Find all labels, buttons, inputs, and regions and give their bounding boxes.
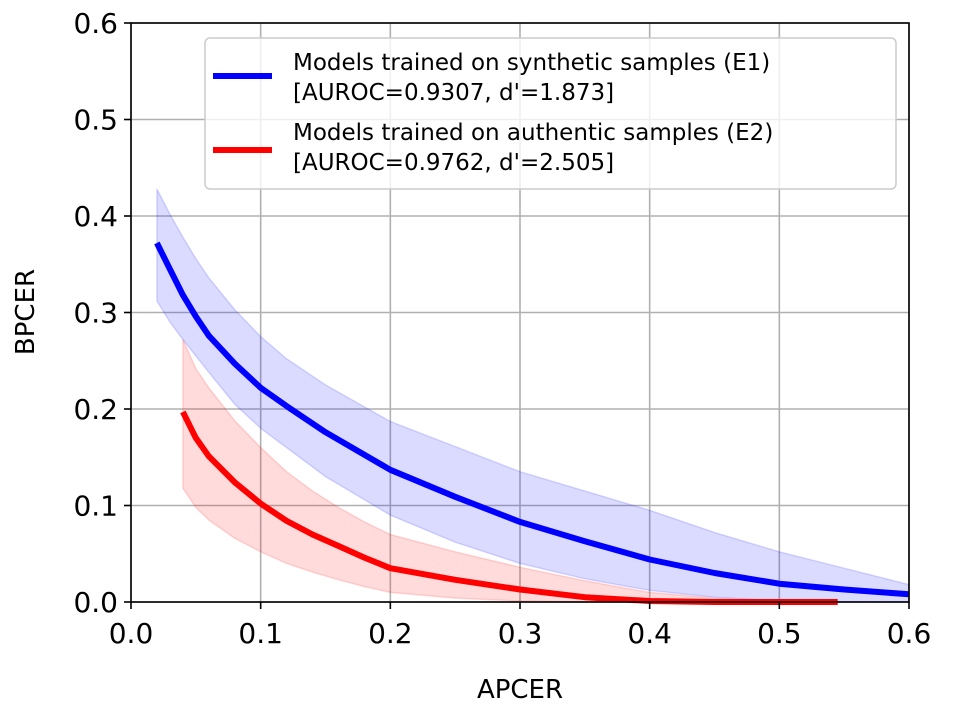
x-tick-label: 0.4 <box>627 617 672 650</box>
y-tick-label: 0.1 <box>73 490 118 523</box>
y-tick-label: 0.4 <box>73 200 118 233</box>
legend-label-authentic: Models trained on authentic samples (E2) <box>293 120 773 146</box>
y-tick-label: 0.0 <box>73 586 118 619</box>
x-tick-label: 0.3 <box>498 617 543 650</box>
x-tick-label: 0.5 <box>757 617 802 650</box>
line-synthetic <box>154 241 910 598</box>
legend-stats-authentic: [AUROC=0.9762, d'=2.505] <box>293 150 614 176</box>
y-tick-label: 0.3 <box>73 297 118 330</box>
y-tick-label: 0.2 <box>73 393 118 426</box>
y-tick-label: 0.6 <box>73 7 118 40</box>
x-tick-label: 0.1 <box>238 617 283 650</box>
x-tick-label: 0.2 <box>368 617 413 650</box>
ticks: 0.0 0.1 0.2 0.3 0.4 0.5 0.6 0.0 0.1 0.2 0.3 0.4 0.5 0… <box>73 7 931 650</box>
legend-label-synthetic: Models trained on synthetic samples (E1) <box>293 50 770 76</box>
legend: Models trained on synthetic samples (E1)… <box>204 37 897 190</box>
y-axis-label: BPCER <box>11 269 41 355</box>
y-tick-label: 0.5 <box>73 104 118 137</box>
legend-stats-synthetic: [AUROC=0.9307, d'=1.873] <box>293 80 614 106</box>
legend-box <box>204 37 897 190</box>
x-tick-label: 0.6 <box>887 617 932 650</box>
x-tick-label: 0.0 <box>109 617 154 650</box>
x-axis-label: APCER <box>477 675 563 705</box>
